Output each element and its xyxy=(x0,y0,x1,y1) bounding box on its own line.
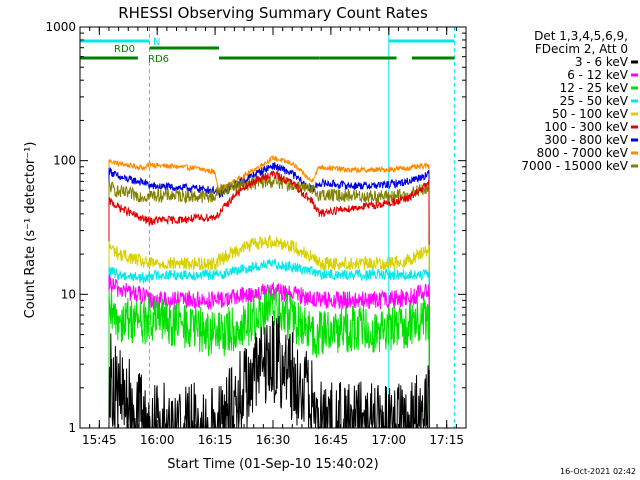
x-tick-label-3: 16:30 xyxy=(256,433,291,447)
y-tick-label-3: 1000 xyxy=(45,20,76,34)
legend-item-7: 800 - 7000 keV xyxy=(537,146,629,160)
y-tick-label-0: 1 xyxy=(68,421,76,435)
series-line-3 xyxy=(108,170,430,429)
indicator-label-n: N xyxy=(153,37,160,48)
indicator-label-rd0: RD0 xyxy=(114,44,135,55)
legend-item-8: 7000 - 15000 keV xyxy=(521,159,628,173)
legend-header-line-1: Det 1,3,4,5,6,9, xyxy=(534,29,628,43)
legend-item-3: 25 - 50 keV xyxy=(560,94,629,108)
y-tick-label-2: 100 xyxy=(53,154,76,168)
series-line-4 xyxy=(108,234,430,429)
x-tick-label-6: 17:15 xyxy=(429,433,464,447)
x-tick-label-2: 16:15 xyxy=(198,433,233,447)
legend-item-6: 300 - 800 keV xyxy=(544,133,628,147)
y-axis-label: Count Rate (s⁻¹ detector⁻¹) xyxy=(23,142,38,319)
legend-item-4: 50 - 100 keV xyxy=(552,107,629,121)
x-axis-label: Start Time (01-Sep-10 15:40:02) xyxy=(167,457,378,472)
series-line-1 xyxy=(108,162,430,429)
legend-item-0: 3 - 6 keV xyxy=(575,55,629,69)
x-tick-label-1: 16:00 xyxy=(140,433,175,447)
generated-timestamp: 16-Oct-2021 02:42 xyxy=(560,467,636,476)
series-line-7 xyxy=(108,287,430,429)
legend-header-line-2: FDecim 2, Att 0 xyxy=(535,42,628,56)
chart-title: RHESSI Observing Summary Count Rates xyxy=(118,4,428,22)
legend: Det 1,3,4,5,6,9, FDecim 2, Att 0 3 - 6 k… xyxy=(521,29,638,173)
axes-layer: 1 10 100 1000 15:45 16:00 16:15 16:30 16:45 17:00… xyxy=(45,20,467,447)
series-line-2 xyxy=(108,176,430,429)
series-line-0 xyxy=(108,155,430,429)
x-tick-label-5: 17:00 xyxy=(372,433,407,447)
plot-frame xyxy=(79,26,467,429)
legend-item-2: 12 - 25 keV xyxy=(560,81,629,95)
y-tick-label-1: 10 xyxy=(61,287,76,301)
x-tick-label-0: 15:45 xyxy=(82,433,117,447)
series-layer xyxy=(108,155,430,430)
legend-item-1: 6 - 12 keV xyxy=(567,68,629,82)
legend-item-5: 100 - 300 keV xyxy=(544,120,628,134)
series-line-5 xyxy=(108,258,430,429)
plot-area: N RD0 RD6 xyxy=(79,27,455,428)
x-tick-label-4: 16:45 xyxy=(314,433,349,447)
indicator-label-rd6: RD6 xyxy=(148,54,169,65)
